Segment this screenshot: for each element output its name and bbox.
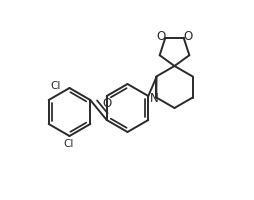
Text: O: O	[183, 30, 192, 43]
Text: O: O	[156, 30, 165, 43]
Text: O: O	[102, 97, 111, 110]
Text: N: N	[149, 92, 158, 105]
Text: Cl: Cl	[51, 81, 61, 91]
Text: Cl: Cl	[63, 139, 73, 149]
